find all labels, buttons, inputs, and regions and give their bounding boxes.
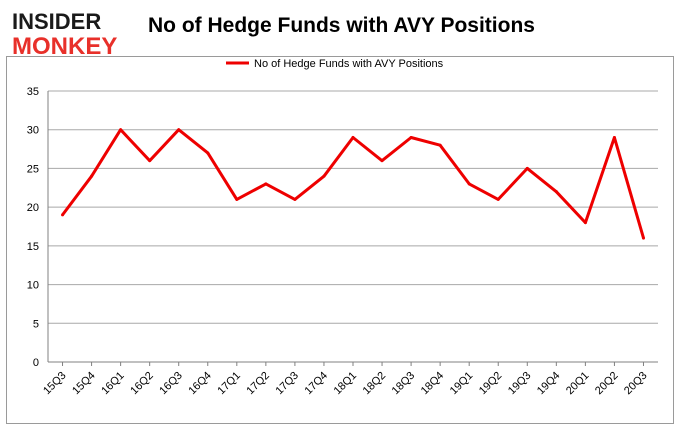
data-point [206,151,210,155]
x-tick-label: 19Q2 [477,370,505,398]
legend: No of Hedge Funds with AVY Positions [226,58,444,70]
y-tick-label: 25 [27,163,39,175]
data-point [641,236,645,240]
x-tick-label: 17Q4 [303,370,331,398]
data-point [293,197,297,201]
x-tick-label: 18Q1 [332,370,360,398]
x-tick-label: 15Q4 [70,370,98,398]
x-tick-label: 17Q3 [274,370,302,398]
y-tick-label: 5 [33,318,39,330]
data-point [496,197,500,201]
x-tick-label: 18Q3 [390,370,418,398]
grid-lines [48,90,658,324]
chart-title: No of Hedge Funds with AVY Positions [148,14,535,37]
logo-line2: MONKEY [12,33,117,60]
legend-label: No of Hedge Funds with AVY Positions [254,58,444,70]
data-point [554,190,558,194]
insider-monkey-logo: INSIDER MONKEY [8,4,132,60]
data-point [409,135,413,139]
y-tick-labels: 0 5 10 15 20 25 30 35 [27,86,39,369]
x-tick-label: 17Q1 [215,370,243,398]
data-point [61,213,65,217]
x-tick-label: 20Q2 [593,370,621,398]
data-point [438,143,442,147]
y-tick-label: 10 [27,280,39,292]
data-point [235,197,239,201]
x-tick-label: 16Q4 [186,370,214,398]
data-point [525,166,529,170]
series-line-0 [61,128,645,239]
data-point [612,135,616,139]
y-tick-label: 0 [33,357,39,369]
logo-line1: INSIDER [12,9,101,34]
x-tick-label: 19Q4 [535,370,563,398]
data-point [322,174,326,178]
data-point [90,174,94,178]
data-point [351,135,355,139]
x-tick-label: 20Q1 [564,370,592,398]
y-tick-label: 15 [27,241,39,253]
data-point [583,221,587,225]
data-point [177,128,181,132]
data-point [264,182,268,186]
x-tick-labels: 15Q3 15Q4 16Q1 16Q2 16Q3 16Q4 17Q1 17Q2 17Q3 17Q4… [41,370,649,398]
x-tick-label: 19Q3 [506,370,534,398]
data-point [148,159,152,163]
data-point [467,182,471,186]
data-point [119,128,123,132]
logo-graphic: INSIDER MONKEY [12,9,117,60]
x-tick-label: 16Q3 [157,370,185,398]
data-point [380,159,384,163]
x-tick-label: 20Q3 [622,370,650,398]
y-tick-label: 20 [27,202,39,214]
x-tick-label: 16Q1 [99,370,127,398]
y-tick-label: 35 [27,86,39,98]
axes [47,91,658,366]
x-tick-label: 19Q1 [448,370,476,398]
x-tick-label: 16Q2 [128,370,156,398]
x-tick-label: 17Q2 [244,370,272,398]
x-tick-label: 18Q2 [361,370,389,398]
y-tick-label: 30 [27,125,39,137]
chart-frame [6,56,674,424]
x-tick-label: 18Q4 [419,370,447,398]
series-lines [61,128,645,240]
x-tick-label: 15Q3 [41,370,69,398]
